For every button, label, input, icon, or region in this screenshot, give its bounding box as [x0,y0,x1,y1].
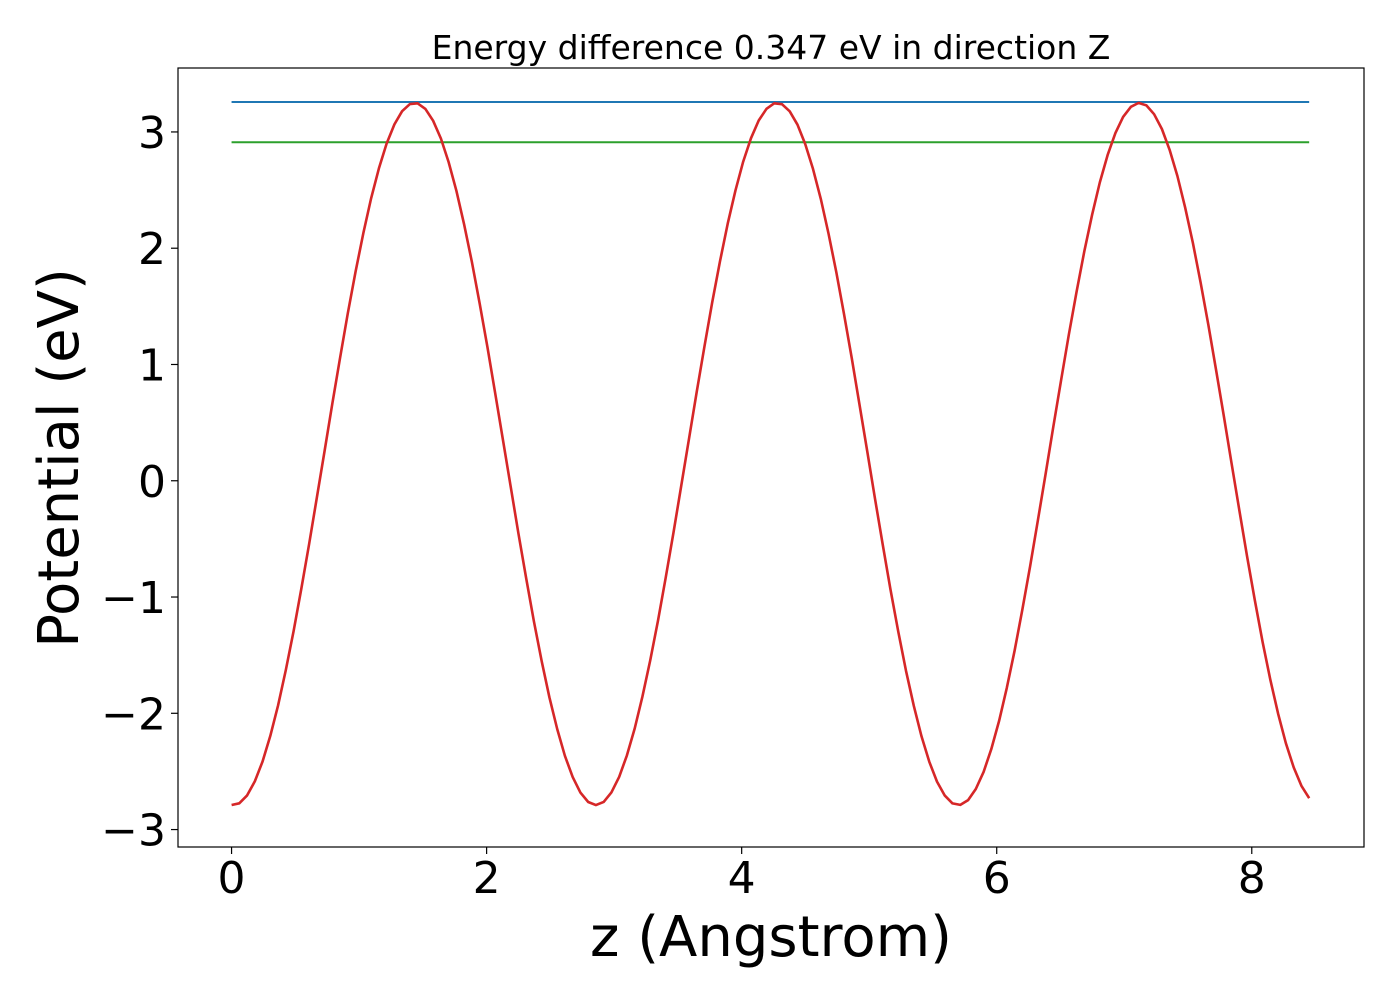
x-tick-label: 4 [728,853,756,904]
y-axis-ticks: −3 −2 −1 0 1 2 3 [101,108,178,857]
x-tick-label: 8 [1238,853,1266,904]
y-tick-label: −2 [101,689,166,740]
y-tick-label: 0 [138,457,166,508]
x-tick-label: 0 [218,853,246,904]
x-tick-label: 2 [473,853,501,904]
y-tick-label: −3 [101,806,166,857]
potential-curve [231,101,1311,807]
plot-area-frame [177,67,1365,848]
y-tick-label: −1 [101,573,166,624]
x-tick-label: 6 [983,853,1011,904]
x-axis-label: z (Angstrom) [590,905,952,970]
y-axis-label: Potential (eV) [27,268,92,648]
chart-title: Energy difference 0.347 eV in direction … [432,28,1111,67]
series-layer [231,100,1311,807]
y-tick-label: 1 [138,340,166,391]
y-tick-label: 2 [138,224,166,275]
x-axis-ticks: 0 2 4 6 8 [218,847,1266,904]
y-tick-label: 3 [138,108,166,159]
